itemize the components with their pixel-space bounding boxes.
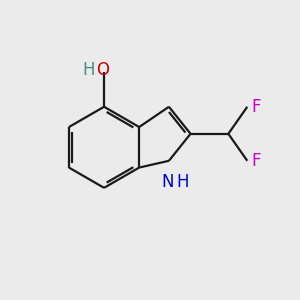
Circle shape <box>240 153 255 168</box>
Text: O: O <box>96 61 109 79</box>
Text: F: F <box>251 98 261 116</box>
Text: H: H <box>176 173 189 191</box>
Text: H: H <box>82 61 94 79</box>
Text: F: F <box>251 152 261 170</box>
Circle shape <box>97 64 112 79</box>
Circle shape <box>240 99 255 114</box>
Text: N: N <box>161 173 174 191</box>
Circle shape <box>161 153 176 168</box>
